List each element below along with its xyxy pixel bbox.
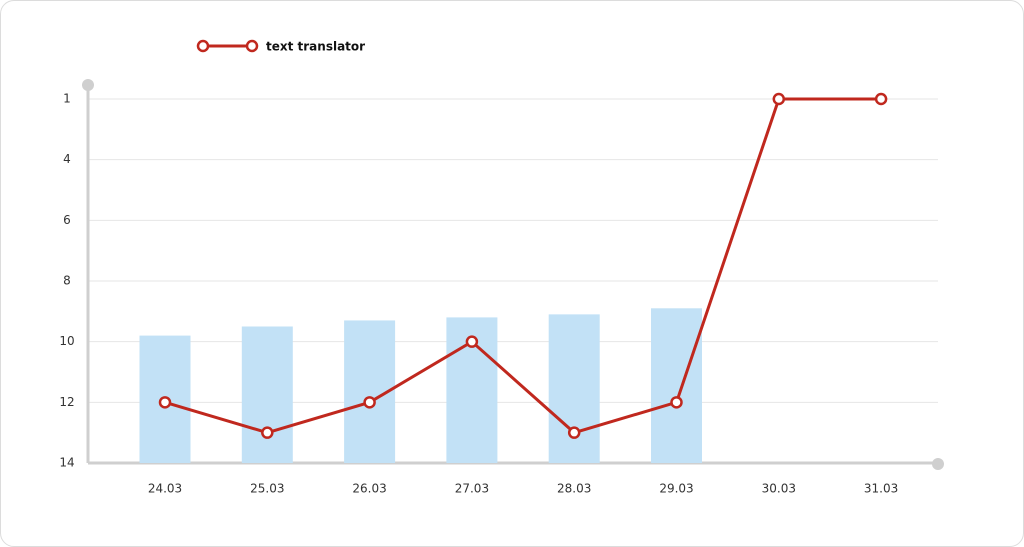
point bbox=[772, 92, 786, 106]
point bbox=[670, 396, 683, 409]
x-tick-label: 31.03 bbox=[864, 482, 898, 496]
y-tick-label: 8 bbox=[63, 274, 71, 288]
x-tick-label: 28.03 bbox=[557, 482, 591, 496]
point bbox=[567, 426, 581, 439]
legend-marker bbox=[196, 39, 210, 53]
x-tick-label: 29.03 bbox=[659, 482, 693, 496]
y-tick-label: 1 bbox=[63, 92, 71, 106]
bar bbox=[651, 308, 702, 463]
point bbox=[261, 426, 274, 439]
y-tick-label: 14 bbox=[59, 456, 74, 470]
x-tick-label: 24.03 bbox=[148, 482, 182, 496]
legend-label: text translator bbox=[266, 40, 365, 54]
x-tick-label: 25.03 bbox=[250, 482, 284, 496]
legend-marker bbox=[245, 39, 259, 53]
point bbox=[158, 396, 172, 409]
y-tick-label: 10 bbox=[59, 334, 74, 348]
axis-end bbox=[82, 79, 94, 91]
point bbox=[363, 396, 376, 409]
y-tick-label: 6 bbox=[63, 213, 71, 227]
axis-end bbox=[932, 458, 944, 470]
y-tick-label: 4 bbox=[63, 152, 71, 166]
bar bbox=[241, 326, 293, 463]
bar bbox=[548, 314, 600, 463]
x-tick-label: 26.03 bbox=[352, 482, 386, 496]
x-tick-label: 30.03 bbox=[762, 482, 796, 496]
line bbox=[164, 97, 882, 435]
point bbox=[465, 335, 479, 348]
x-tick-label: 27.03 bbox=[455, 482, 489, 496]
y-tick-label: 12 bbox=[59, 395, 74, 409]
point bbox=[874, 92, 888, 106]
